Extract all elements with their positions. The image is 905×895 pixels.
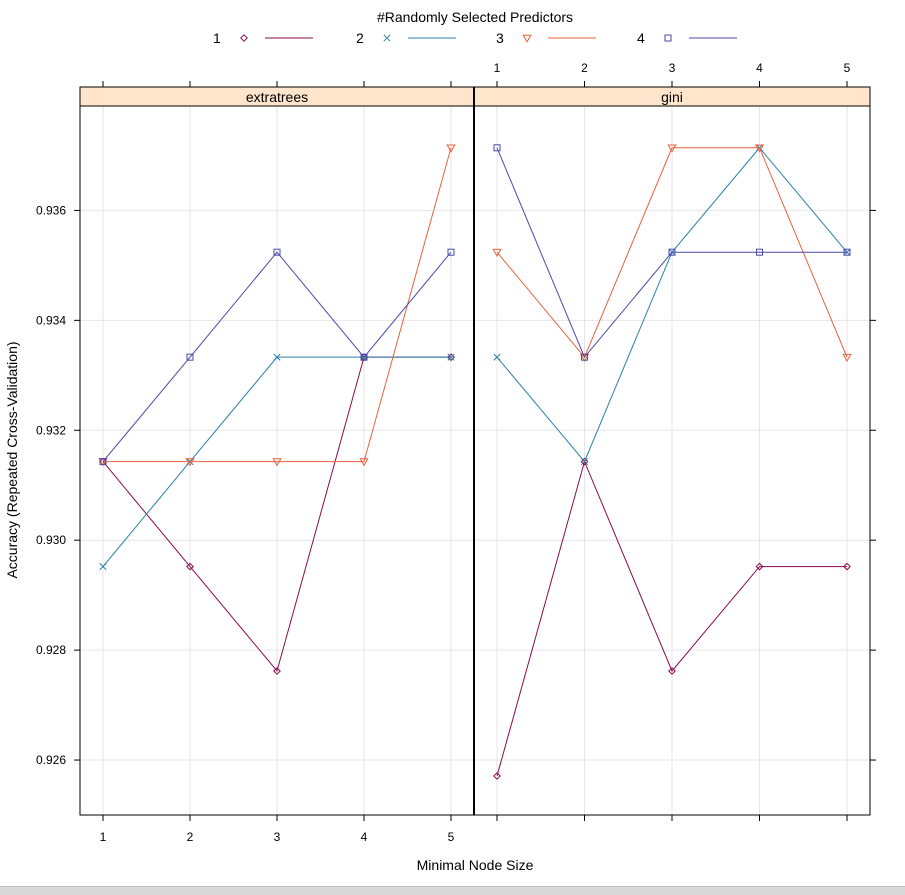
series-line	[103, 147, 452, 463]
legend-label: 2	[356, 30, 364, 46]
legend-marker	[664, 34, 672, 42]
y-tick-label: 0.936	[36, 203, 66, 217]
data-point	[667, 144, 677, 153]
panel-extratrees: extratrees	[79, 86, 475, 816]
legend-label: 4	[637, 30, 645, 46]
panel-strip-label: gini	[661, 89, 683, 105]
data-point	[272, 458, 282, 467]
window-bottom-border	[0, 886, 905, 895]
x-tick-label: 5	[448, 830, 455, 844]
legend-item-2: 2	[356, 30, 456, 46]
legend-marker	[522, 34, 532, 43]
x-tick-label: 1	[100, 830, 107, 844]
data-point	[360, 353, 368, 361]
data-point	[493, 144, 501, 152]
y-tick-label: 0.926	[36, 753, 66, 767]
legend-item-1: 1	[213, 30, 313, 46]
legend-marker	[383, 34, 391, 42]
data-point	[273, 353, 281, 361]
y-tick-label: 0.934	[36, 313, 66, 327]
data-point	[668, 248, 676, 256]
data-point	[493, 353, 501, 361]
legend-label: 1	[213, 30, 221, 46]
data-point	[843, 248, 851, 256]
y-tick-label: 0.932	[36, 423, 66, 437]
series-3-extratrees	[98, 144, 456, 467]
data-point-b	[447, 353, 455, 361]
legend-marker	[240, 34, 248, 42]
panel-strip-label: extratrees	[246, 89, 308, 105]
data-point	[842, 353, 852, 362]
y-tick-label: 0.928	[36, 643, 66, 657]
x-tick-label-top: 4	[756, 61, 763, 75]
y-tick-label: 0.930	[36, 533, 66, 547]
data-point	[843, 562, 851, 571]
data-point	[99, 458, 107, 466]
series-1-gini	[493, 457, 851, 780]
data-point	[447, 353, 455, 361]
legend-label: 3	[496, 30, 504, 46]
data-point	[580, 458, 589, 466]
data-point	[186, 562, 194, 571]
x-axis-title: Minimal Node Size	[417, 857, 534, 873]
data-point	[359, 458, 369, 467]
series-line	[102, 251, 452, 462]
series-line	[496, 147, 847, 359]
data-point	[493, 772, 501, 780]
data-point	[273, 248, 281, 256]
x-tick-label: 4	[361, 830, 368, 844]
legend: #Randomly Selected Predictors 1 2 3 4	[213, 9, 737, 46]
data-point	[185, 458, 195, 467]
x-tick-label-top: 2	[581, 61, 588, 75]
x-tick-label-top: 3	[669, 61, 676, 75]
panel-gini: gini	[473, 86, 871, 816]
data-point-b	[493, 353, 501, 361]
data-point	[668, 667, 676, 675]
data-point	[756, 248, 763, 256]
x-tick-label-top: 5	[844, 61, 851, 75]
series-line	[496, 147, 848, 359]
data-point-b	[580, 458, 589, 466]
data-point	[447, 248, 455, 256]
data-point-b	[273, 353, 281, 361]
data-point	[446, 144, 456, 153]
panel-grid	[80, 106, 474, 815]
data-point	[186, 353, 194, 361]
legend-item-3: 3	[496, 30, 596, 46]
data-point	[99, 563, 107, 571]
series-3-gini	[492, 144, 852, 362]
data-point	[447, 353, 455, 362]
x-tick-label-top: 1	[494, 61, 501, 75]
series-line	[496, 460, 847, 777]
data-point	[273, 667, 281, 675]
data-point-b	[99, 563, 107, 571]
data-point	[492, 248, 502, 257]
legend-item-4: 4	[637, 30, 737, 46]
data-point	[580, 457, 589, 466]
legend-marker-b	[383, 34, 391, 42]
series-4-extratrees	[99, 248, 455, 466]
series-4-gini	[493, 144, 851, 361]
legend-title: #Randomly Selected Predictors	[377, 9, 573, 25]
y-axis-title: Accuracy (Repeated Cross-Validation)	[4, 341, 20, 578]
x-tick-label: 3	[274, 830, 281, 844]
data-point	[755, 562, 764, 571]
panel-grid	[474, 106, 870, 815]
x-tick-label: 2	[187, 830, 194, 844]
data-point	[581, 353, 588, 361]
data-point	[754, 144, 765, 153]
